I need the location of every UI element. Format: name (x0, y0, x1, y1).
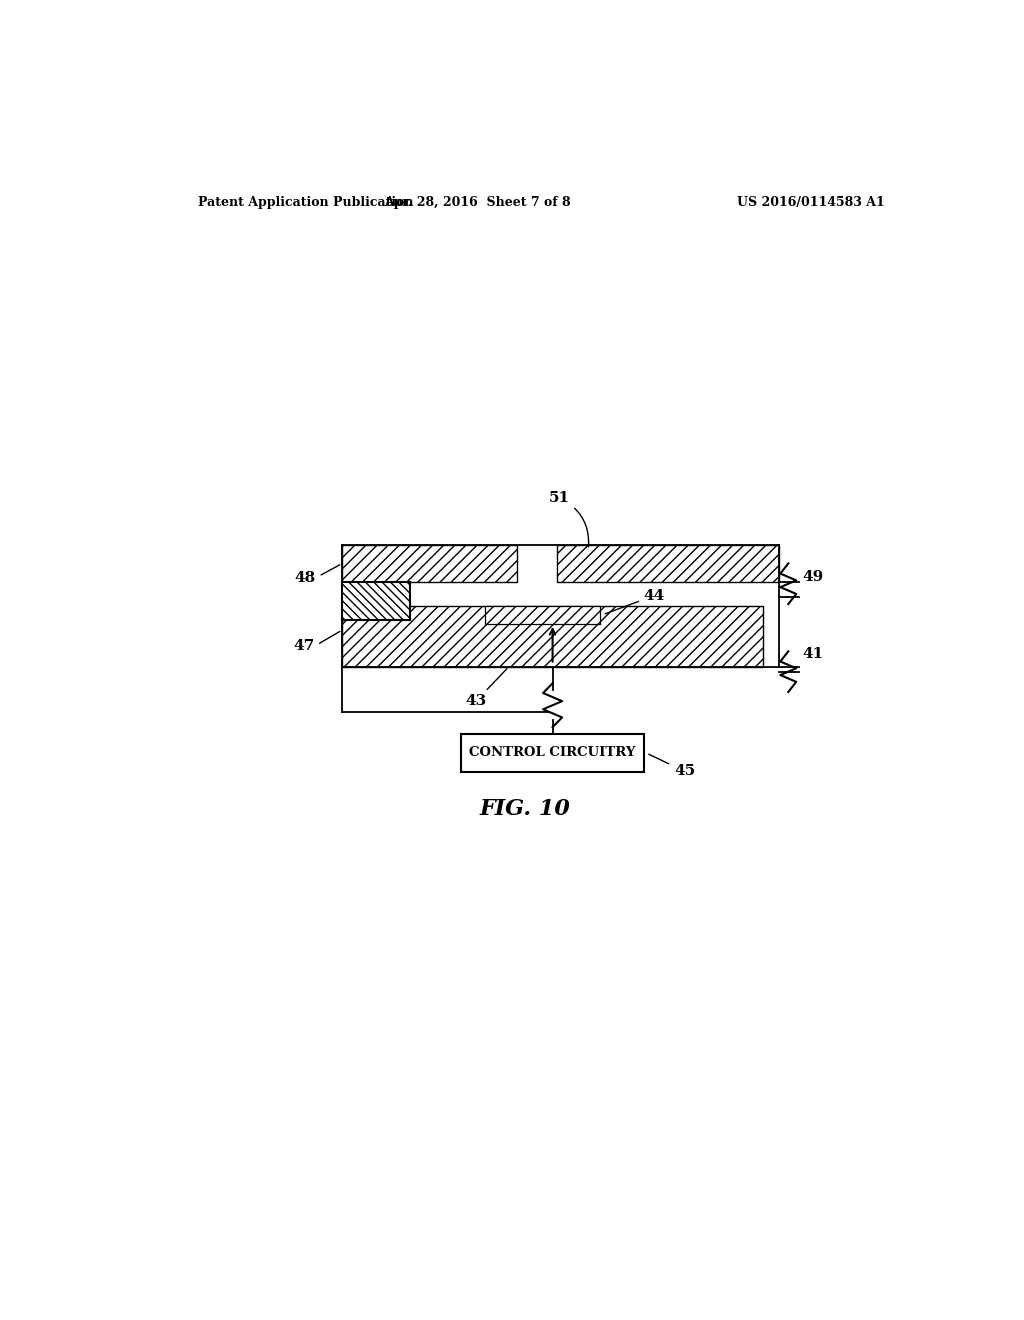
Bar (485, 606, 600, 624)
Text: 41: 41 (803, 647, 824, 661)
Bar (342, 606, 763, 667)
Bar (342, 545, 517, 582)
Bar (342, 582, 410, 620)
Text: 48: 48 (295, 565, 340, 585)
Text: 45: 45 (649, 754, 695, 779)
Text: CONTROL CIRCUITRY: CONTROL CIRCUITRY (469, 747, 636, 759)
Text: 43: 43 (465, 669, 507, 709)
Bar (462, 734, 644, 772)
Text: Apr. 28, 2016  Sheet 7 of 8: Apr. 28, 2016 Sheet 7 of 8 (384, 195, 570, 209)
Bar (557, 545, 779, 582)
Text: 51: 51 (549, 491, 589, 546)
Text: FIG. 10: FIG. 10 (479, 797, 570, 820)
Text: 49: 49 (803, 570, 824, 585)
Text: 47: 47 (293, 631, 340, 653)
Text: US 2016/0114583 A1: US 2016/0114583 A1 (736, 195, 885, 209)
Text: 44: 44 (605, 589, 666, 614)
Text: Patent Application Publication: Patent Application Publication (198, 195, 414, 209)
